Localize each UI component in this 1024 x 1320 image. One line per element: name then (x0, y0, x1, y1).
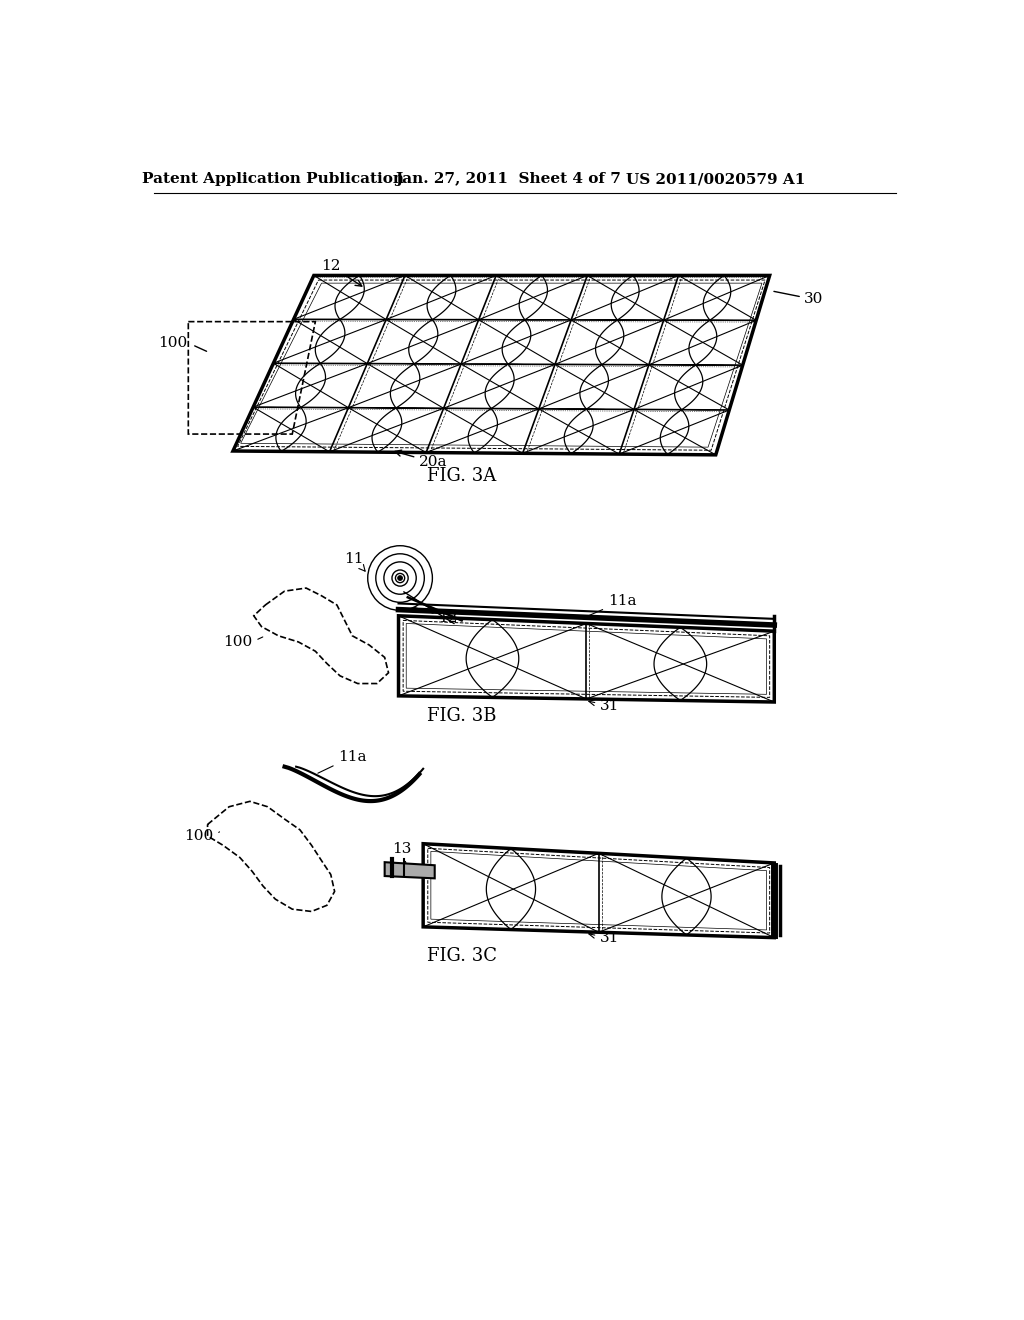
Text: 11a: 11a (317, 750, 367, 774)
Text: 100: 100 (223, 635, 252, 649)
Text: FIG. 3C: FIG. 3C (427, 948, 497, 965)
Text: US 2011/0020579 A1: US 2011/0020579 A1 (626, 172, 806, 186)
Text: 20a: 20a (395, 450, 447, 470)
Text: 12: 12 (322, 259, 361, 286)
Text: FIG. 3B: FIG. 3B (427, 708, 497, 725)
Polygon shape (385, 862, 435, 878)
Text: Patent Application Publication: Patent Application Publication (142, 172, 404, 186)
Text: 31: 31 (589, 932, 620, 945)
Text: FIG. 3A: FIG. 3A (427, 467, 497, 484)
Circle shape (395, 573, 404, 582)
Text: 12: 12 (415, 607, 458, 624)
Circle shape (397, 576, 402, 581)
Text: 30: 30 (804, 292, 823, 305)
Text: 13: 13 (392, 842, 412, 867)
Text: 31: 31 (589, 698, 620, 713)
Text: 11: 11 (345, 552, 366, 572)
Text: 100: 100 (159, 337, 187, 350)
Text: Jan. 27, 2011  Sheet 4 of 7: Jan. 27, 2011 Sheet 4 of 7 (395, 172, 621, 186)
Text: 100: 100 (184, 829, 214, 843)
Text: 11a: 11a (588, 594, 637, 616)
